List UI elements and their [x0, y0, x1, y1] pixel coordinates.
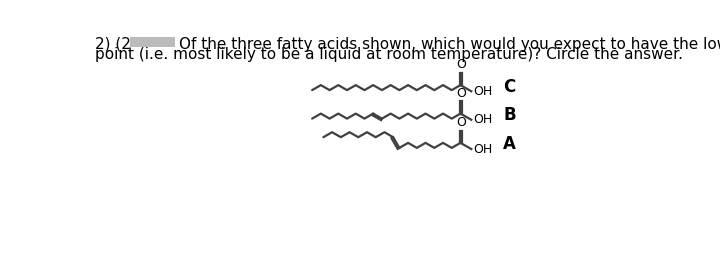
FancyBboxPatch shape	[130, 37, 175, 47]
Text: A: A	[503, 135, 516, 153]
Text: B: B	[503, 106, 516, 124]
Text: Of the three fatty acids shown, which would you expect to have the lowest meltin: Of the three fatty acids shown, which wo…	[179, 37, 720, 52]
Text: 2) (2: 2) (2	[96, 37, 131, 52]
Text: OH: OH	[473, 113, 492, 126]
Text: point (i.e. most likely to be a liquid at room temperature)? Circle the answer.: point (i.e. most likely to be a liquid a…	[96, 48, 683, 63]
Text: O: O	[456, 58, 466, 71]
Text: OH: OH	[473, 85, 492, 98]
Text: O: O	[456, 116, 466, 129]
Text: O: O	[456, 87, 466, 100]
Text: C: C	[503, 78, 516, 96]
Text: OH: OH	[473, 143, 492, 156]
